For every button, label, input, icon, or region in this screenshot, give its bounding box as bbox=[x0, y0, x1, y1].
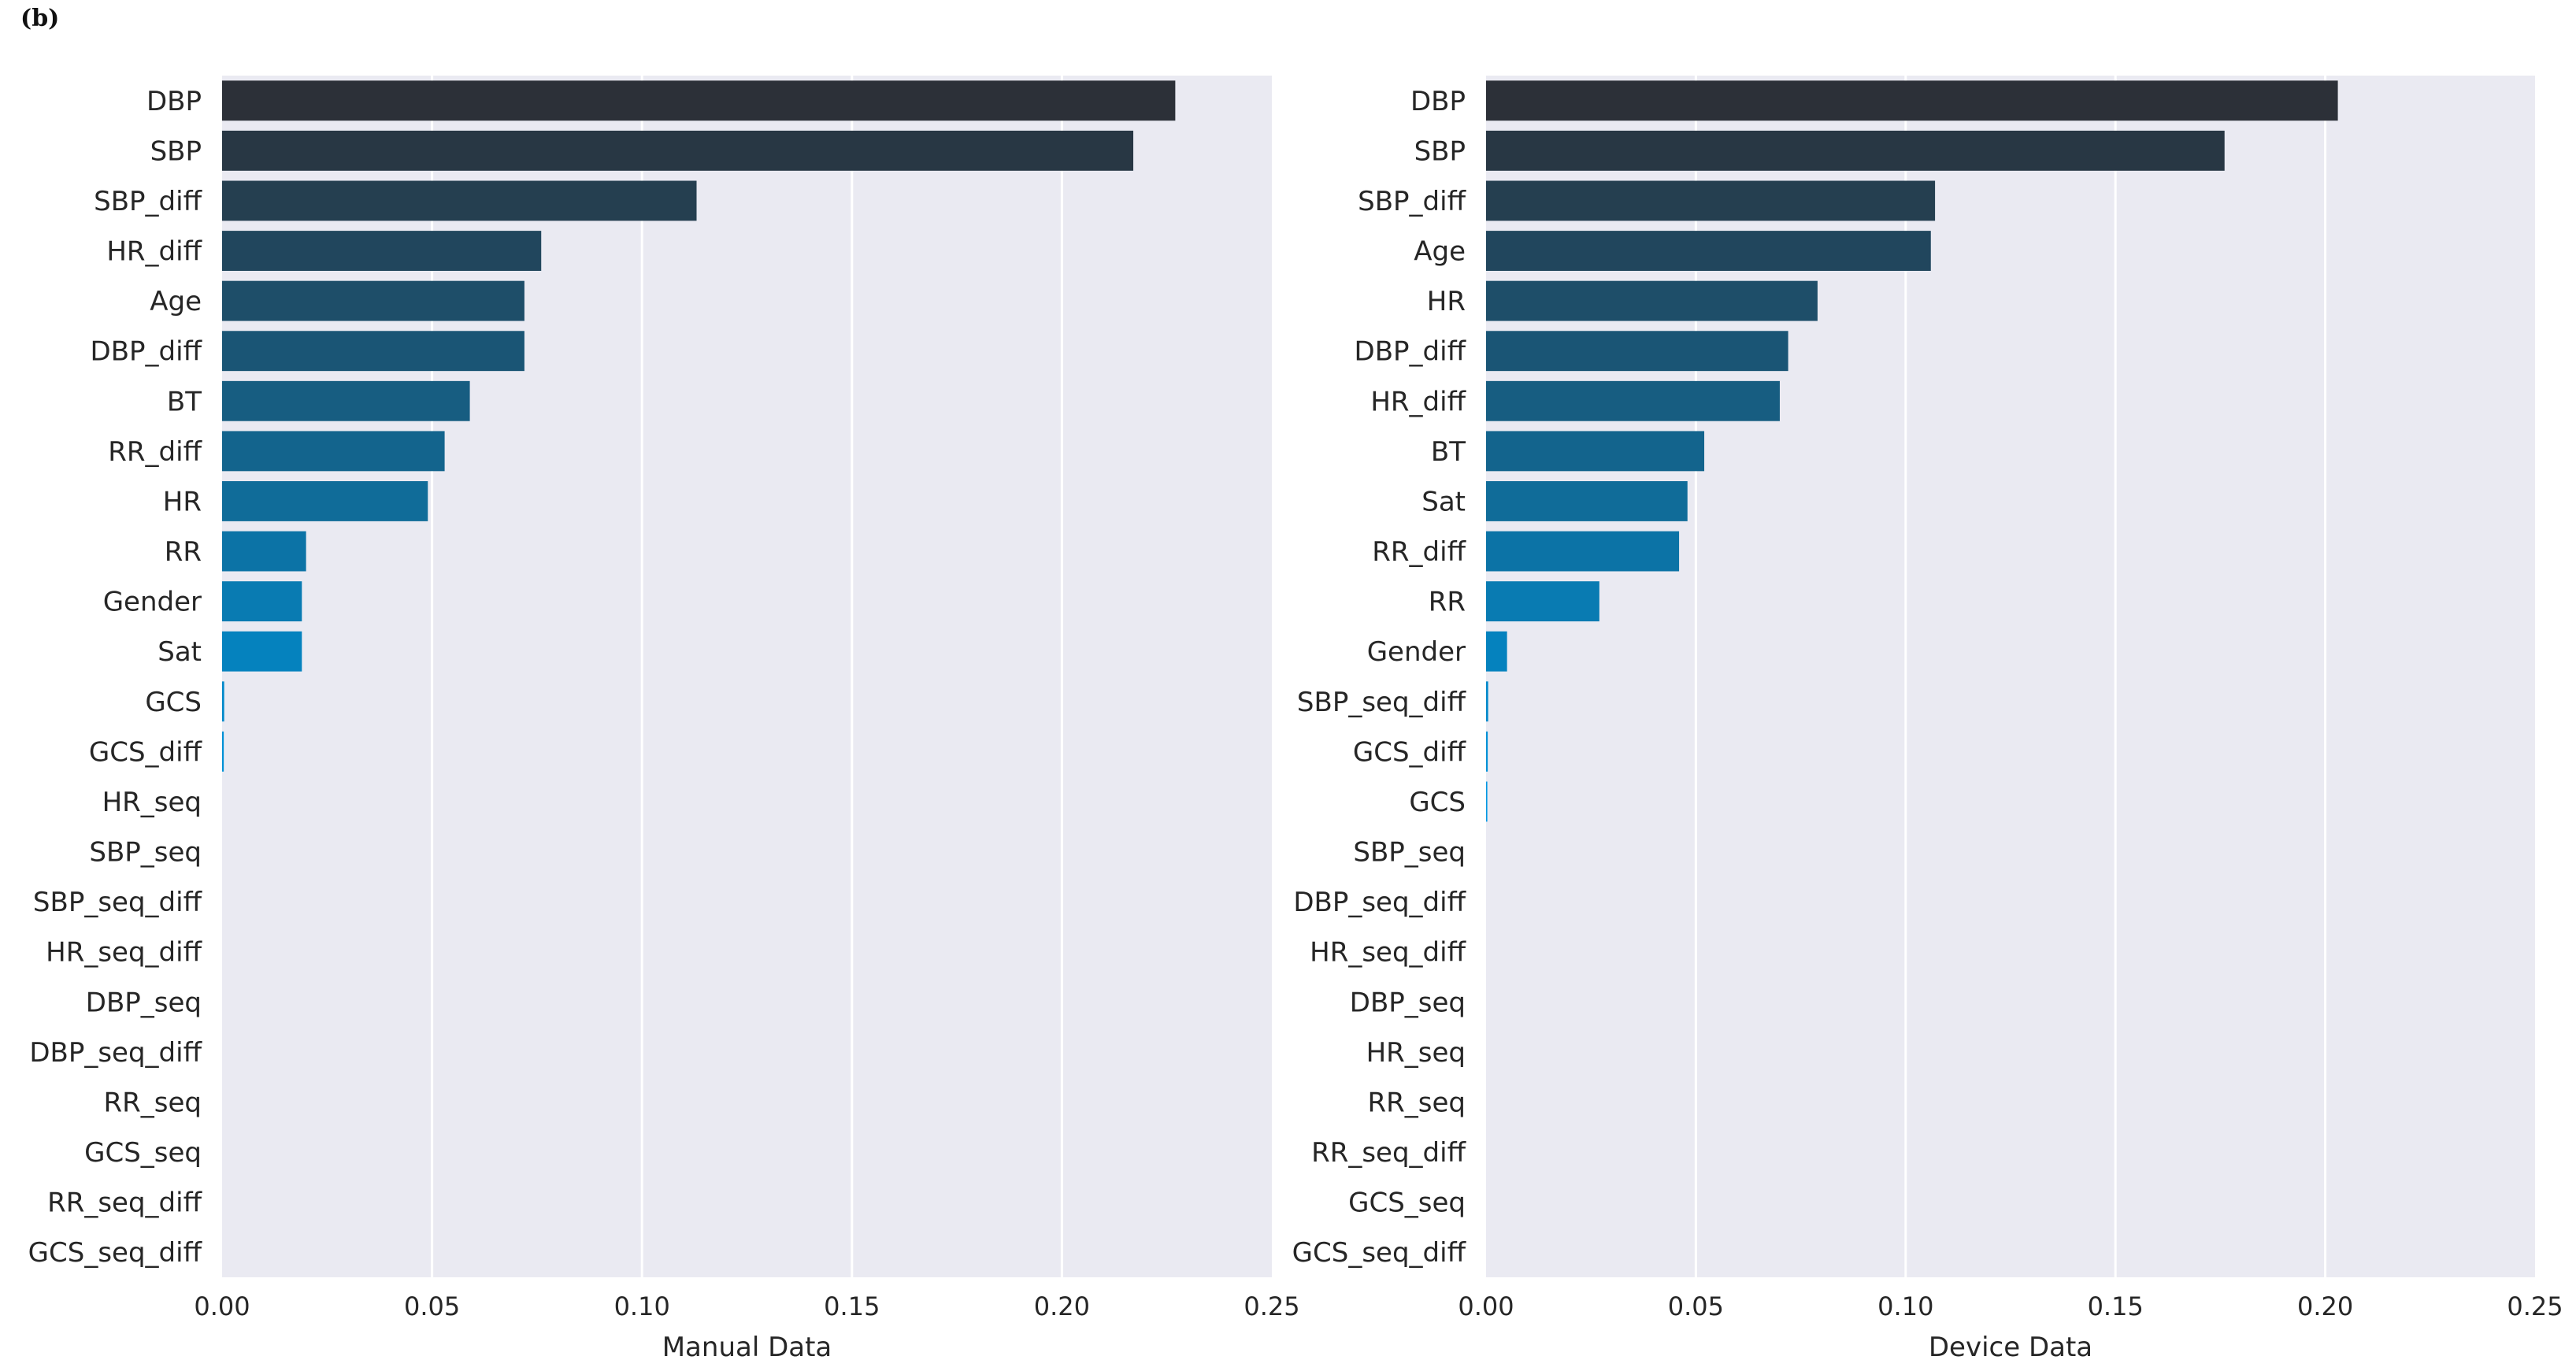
x-tick-label: 0.10 bbox=[1877, 1291, 1933, 1321]
y-tick-label: GCS_seq bbox=[84, 1137, 202, 1169]
bar-gcs-diff bbox=[222, 731, 224, 772]
y-tick-label: Age bbox=[1414, 236, 1466, 268]
plot-background bbox=[222, 76, 1272, 1277]
y-tick-label: RR_seq_diff bbox=[47, 1188, 202, 1219]
chart-panel-1: 0.00 0.05 0.10 0.15 0.20 0.25 DBP SBP SBP_diff HR… bbox=[28, 76, 1300, 1363]
chart-panel-2: 0.00 0.05 0.10 0.15 0.20 0.25 DBP SBP SBP_diff Ag… bbox=[1292, 76, 2563, 1363]
y-tick-label: RR_seq_diff bbox=[1311, 1137, 1466, 1169]
x-tick-label: 0.25 bbox=[1244, 1291, 1299, 1321]
x-tick-label: 0.05 bbox=[404, 1291, 460, 1321]
bar-age bbox=[1486, 231, 1931, 271]
bar-hr-diff bbox=[1486, 380, 1780, 421]
y-tick-label: RR bbox=[165, 536, 202, 568]
x-tick-label: 0.20 bbox=[2297, 1291, 2353, 1321]
y-tick-label: HR_seq_diff bbox=[46, 937, 202, 969]
x-tick-label: 0.05 bbox=[1668, 1291, 1724, 1321]
y-tick-label: DBP bbox=[1410, 86, 1466, 117]
y-tick-label: DBP_seq_diff bbox=[1293, 887, 1466, 918]
bar-dbp-diff bbox=[222, 331, 524, 372]
y-tick-label: Sat bbox=[158, 636, 202, 668]
y-tick-label: DBP_seq_diff bbox=[29, 1037, 202, 1069]
x-tick-label: 0.20 bbox=[1034, 1291, 1090, 1321]
bar-sbp bbox=[1486, 130, 2225, 171]
y-tick-label: SBP_diff bbox=[1358, 186, 1466, 217]
bar-sbp-seq-diff bbox=[1486, 681, 1488, 722]
y-tick-label: HR_seq bbox=[102, 787, 202, 818]
y-tick-label: SBP_seq bbox=[1353, 837, 1466, 869]
bar-sbp-diff bbox=[1486, 180, 1936, 221]
y-tick-label: HR_seq_diff bbox=[1310, 937, 1466, 969]
x-tick-label: 0.00 bbox=[1458, 1291, 1514, 1321]
y-tick-label: GCS_seq_diff bbox=[28, 1237, 203, 1269]
bar-sbp-diff bbox=[222, 180, 697, 221]
y-tick-label: DBP_seq bbox=[1350, 987, 1466, 1018]
y-tick-label: SBP bbox=[150, 135, 202, 167]
bar-gcs bbox=[222, 681, 224, 722]
y-tick-label: SBP_seq bbox=[89, 837, 202, 869]
bar-bt bbox=[222, 380, 470, 421]
bar-dbp bbox=[222, 80, 1176, 121]
x-tick-label: 0.00 bbox=[194, 1291, 250, 1321]
y-tick-label: HR bbox=[163, 486, 202, 517]
y-tick-label: Age bbox=[150, 286, 202, 317]
y-tick-label: GCS_seq bbox=[1348, 1188, 1466, 1219]
y-tick-label: HR_seq bbox=[1366, 1037, 1466, 1069]
bar-gender bbox=[1486, 631, 1507, 672]
y-tick-label: BT bbox=[167, 386, 202, 417]
y-tick-label: BT bbox=[1431, 436, 1466, 468]
y-tick-label: RR bbox=[1429, 587, 1466, 618]
bar-hr bbox=[1486, 280, 1818, 321]
y-tick-label: SBP_seq_diff bbox=[33, 887, 203, 918]
y-tick-label: Sat bbox=[1421, 486, 1466, 517]
x-axis-label: Device Data bbox=[1929, 1332, 2092, 1363]
y-tick-label: RR_diff bbox=[108, 436, 202, 468]
bar-rr-diff bbox=[222, 431, 445, 472]
bar-bt bbox=[1486, 431, 1705, 472]
bar-sat bbox=[222, 631, 302, 672]
y-tick-label: GCS bbox=[1409, 787, 1466, 818]
x-tick-label: 0.15 bbox=[2088, 1291, 2144, 1321]
x-tick-label: 0.15 bbox=[824, 1291, 880, 1321]
bar-gcs bbox=[1486, 781, 1488, 822]
bar-dbp-diff bbox=[1486, 331, 1788, 372]
y-tick-label: SBP_seq_diff bbox=[1297, 687, 1467, 718]
y-tick-label: GCS bbox=[145, 687, 202, 718]
plot-background bbox=[1486, 76, 2535, 1277]
y-tick-label: HR_diff bbox=[106, 236, 202, 268]
y-tick-label: RR_seq bbox=[1368, 1087, 1466, 1118]
y-tick-label: RR_seq bbox=[104, 1087, 202, 1118]
y-tick-label: DBP bbox=[146, 86, 202, 117]
bar-hr-diff bbox=[222, 231, 542, 271]
y-tick-label: DBP_diff bbox=[1355, 336, 1467, 368]
bar-rr bbox=[222, 531, 306, 572]
bar-gcs-diff bbox=[1486, 731, 1488, 772]
bar-dbp bbox=[1486, 80, 2338, 121]
bar-gender bbox=[222, 581, 302, 622]
figure-label: (b) bbox=[20, 5, 60, 32]
y-tick-label: GCS_seq_diff bbox=[1292, 1237, 1467, 1269]
y-tick-label: HR_diff bbox=[1370, 386, 1466, 417]
bar-sbp bbox=[222, 130, 1134, 171]
y-tick-label: HR bbox=[1427, 286, 1466, 317]
y-tick-label: Gender bbox=[1367, 636, 1466, 668]
y-tick-label: DBP_diff bbox=[91, 336, 203, 368]
y-tick-label: RR_diff bbox=[1372, 536, 1466, 568]
y-tick-label: Gender bbox=[103, 587, 202, 618]
y-tick-label: GCS_diff bbox=[89, 736, 203, 768]
bar-rr bbox=[1486, 581, 1599, 622]
y-tick-label: DBP_seq bbox=[86, 987, 202, 1018]
bar-rr-diff bbox=[1486, 531, 1680, 572]
x-tick-label: 0.25 bbox=[2507, 1291, 2563, 1321]
x-axis-label: Manual Data bbox=[662, 1332, 832, 1363]
y-tick-label: SBP bbox=[1414, 135, 1466, 167]
y-tick-label: SBP_diff bbox=[94, 186, 202, 217]
x-tick-label: 0.10 bbox=[614, 1291, 670, 1321]
y-tick-label: GCS_diff bbox=[1353, 736, 1467, 768]
bar-age bbox=[222, 280, 524, 321]
bar-hr bbox=[222, 481, 428, 521]
bar-sat bbox=[1486, 481, 1688, 521]
